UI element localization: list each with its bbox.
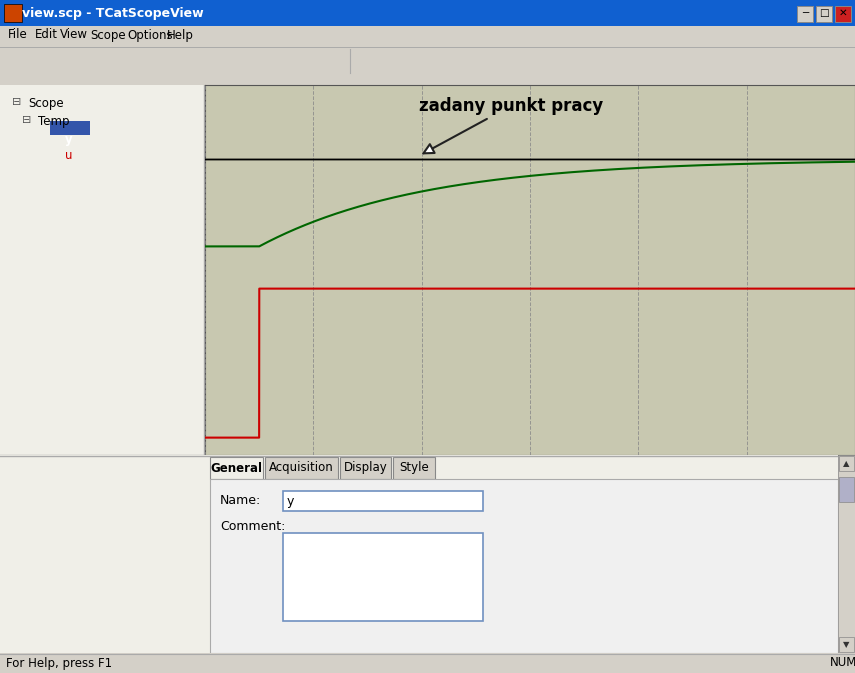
Text: Options: Options [127, 28, 173, 42]
Text: u: u [65, 149, 73, 162]
Text: Comment:: Comment: [220, 520, 286, 532]
Bar [797, 6, 813, 22]
Bar [210, 457, 263, 479]
Text: Edit: Edit [35, 28, 58, 42]
Text: ▲: ▲ [843, 459, 850, 468]
Bar [50, 121, 90, 135]
Text: zadany punkt pracy: zadany punkt pracy [419, 97, 604, 153]
Bar [340, 457, 391, 479]
Text: General: General [210, 462, 262, 474]
Bar [265, 457, 338, 479]
Text: Temp: Temp [38, 115, 69, 128]
Text: ⊟: ⊟ [22, 115, 32, 125]
Bar [4, 4, 22, 22]
Bar [283, 491, 483, 511]
Text: Display: Display [344, 462, 387, 474]
Text: Scope: Scope [90, 28, 126, 42]
Bar [210, 479, 838, 653]
Text: Scope: Scope [28, 97, 63, 110]
Text: For Help, press F1: For Help, press F1 [6, 656, 112, 670]
Text: View: View [60, 28, 88, 42]
Bar [839, 477, 854, 502]
Bar [283, 533, 483, 621]
Text: ▼: ▼ [843, 640, 850, 649]
Bar [835, 6, 851, 22]
Text: ✕: ✕ [839, 8, 847, 18]
Text: view.scp - TCatScopeView: view.scp - TCatScopeView [22, 7, 203, 20]
Text: NUM: NUM [830, 656, 855, 670]
Text: Style: Style [399, 462, 429, 474]
Text: File: File [8, 28, 27, 42]
Text: □: □ [819, 8, 828, 18]
Text: Acquisition: Acquisition [269, 462, 333, 474]
Text: y: y [287, 495, 294, 507]
Bar [816, 6, 832, 22]
Bar [393, 457, 435, 479]
Text: ⊟: ⊟ [12, 97, 21, 107]
Text: Help: Help [167, 28, 194, 42]
Bar [839, 456, 854, 471]
Bar [839, 637, 854, 652]
Text: Name:: Name: [220, 495, 262, 507]
Text: y: y [65, 133, 73, 146]
Text: ─: ─ [802, 8, 808, 18]
